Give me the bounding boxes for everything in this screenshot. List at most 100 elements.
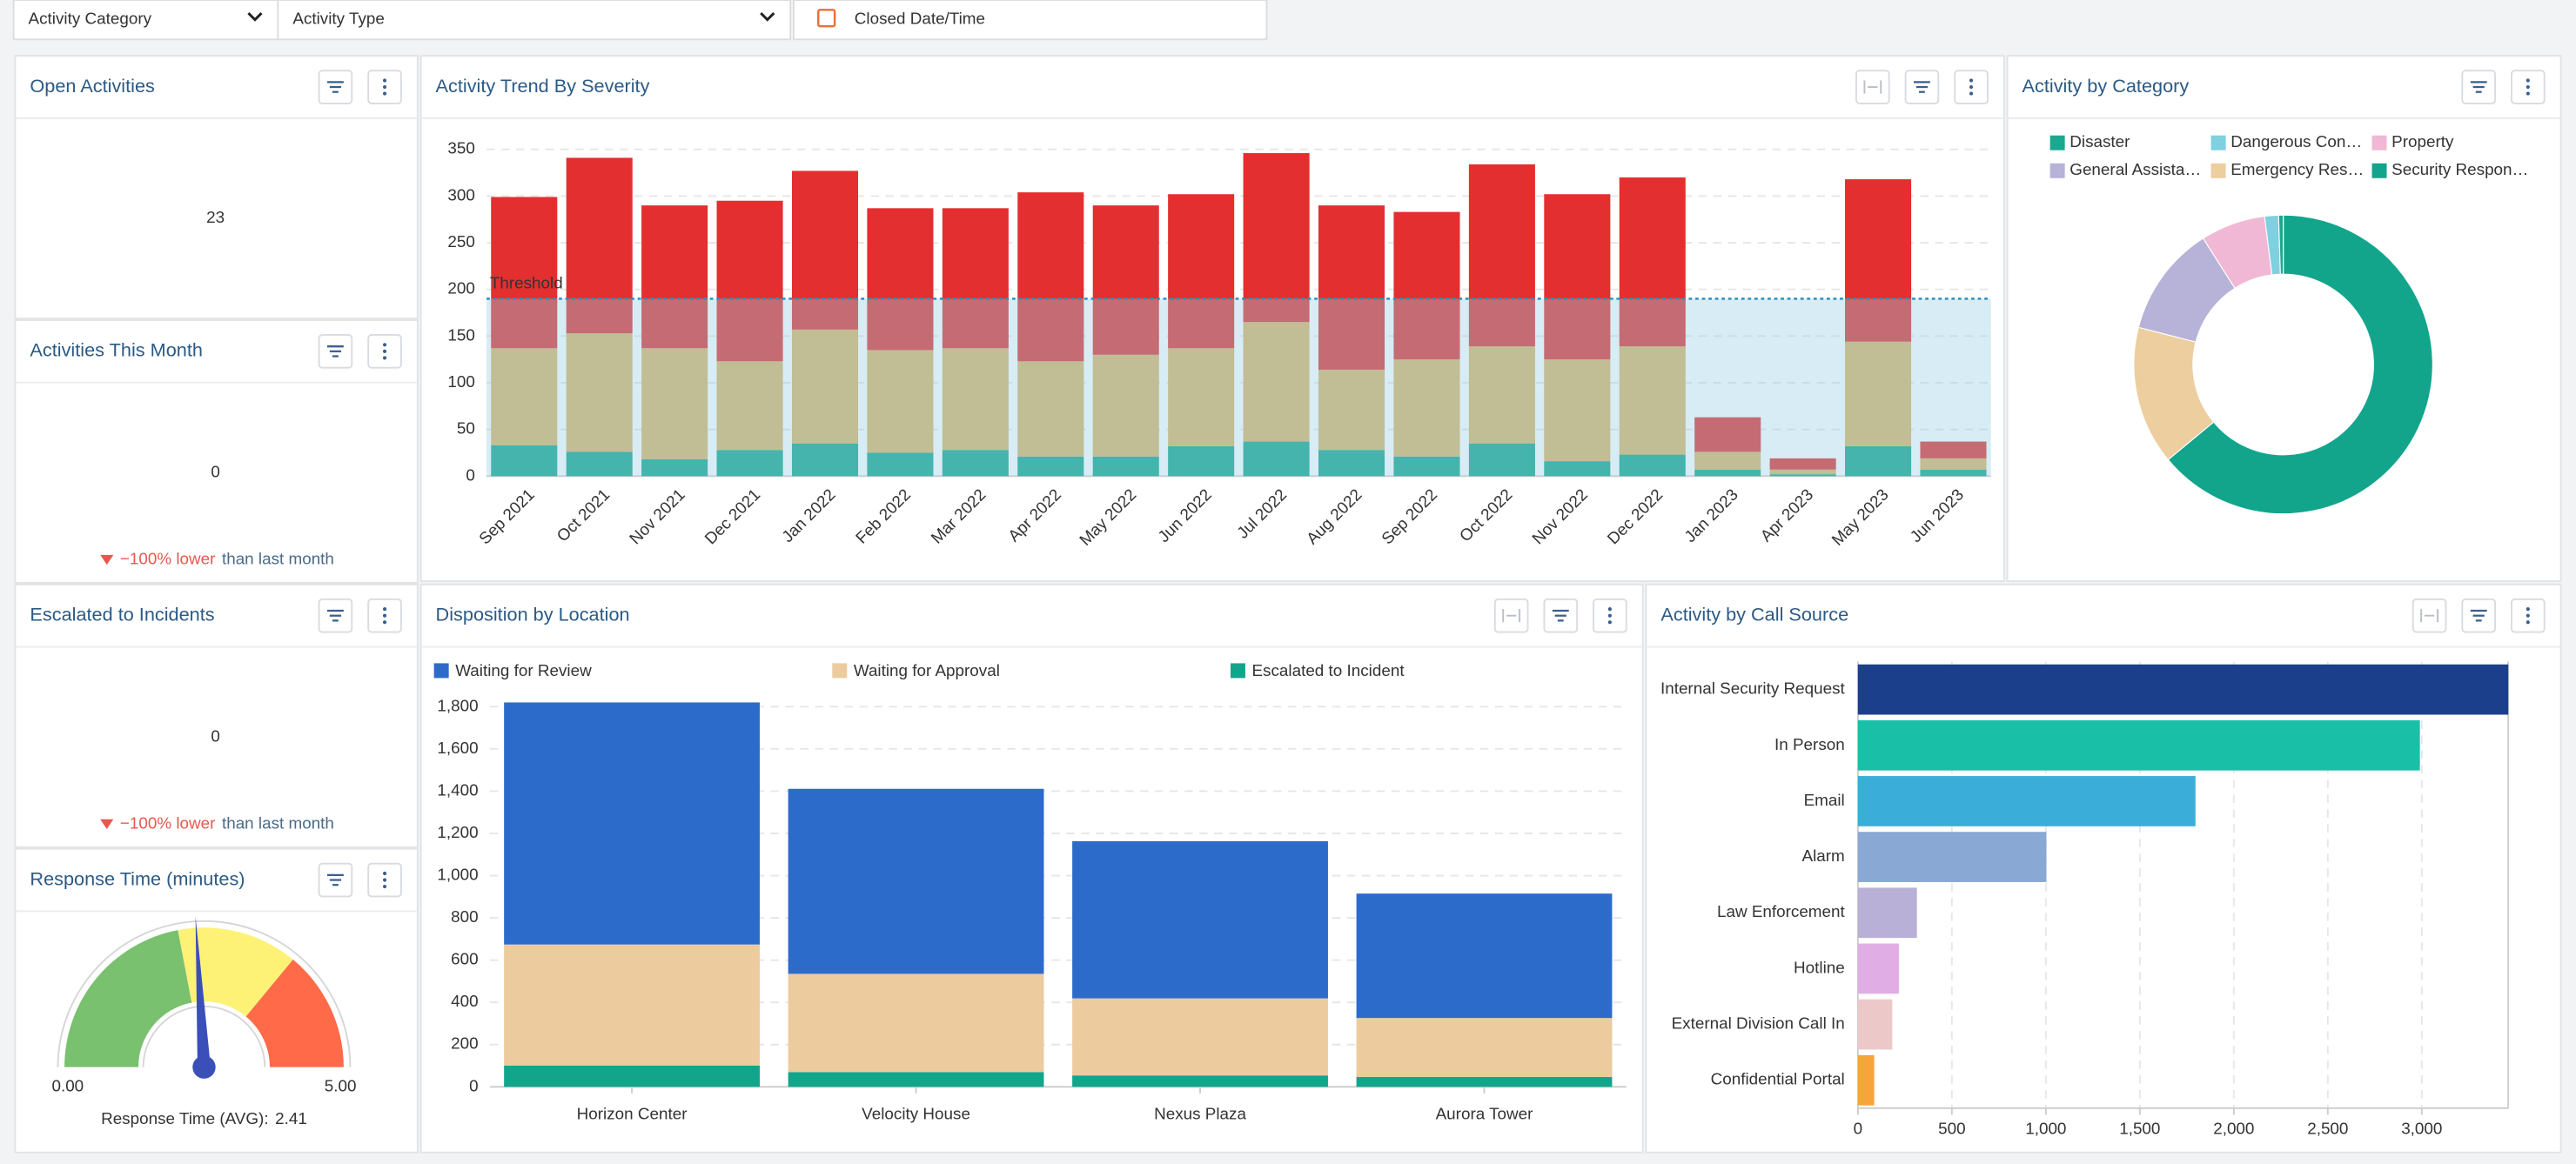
bar-segment (1845, 341, 1912, 446)
menu-button[interactable] (367, 862, 402, 898)
y-tick-label: 100 (447, 372, 474, 391)
legend-label[interactable]: Escalated to Incident (1251, 661, 1405, 679)
menu-button[interactable] (367, 598, 402, 633)
dot (382, 343, 387, 347)
bar (1857, 999, 1893, 1050)
gauge-band (245, 960, 344, 1067)
y-tick-label: In Person (1774, 735, 1845, 753)
filter-button[interactable] (2461, 598, 2497, 633)
legend-label[interactable]: Waiting for Approval (854, 661, 1000, 679)
bar-segment (491, 348, 558, 445)
bar-segment (1072, 1075, 1328, 1087)
bar-segment (867, 208, 934, 351)
bar-segment (1092, 354, 1159, 457)
filter-button[interactable] (1543, 598, 1579, 633)
dot (382, 878, 387, 882)
bar-segment (1694, 452, 1761, 470)
dot (1969, 84, 1974, 90)
menu-button[interactable] (2510, 70, 2546, 104)
x-tick-label: 2,000 (2213, 1119, 2254, 1137)
menu-button[interactable] (1593, 598, 1627, 633)
kpi-comparison: than last month (222, 813, 334, 832)
legend-label[interactable]: Security Respon… (2392, 160, 2528, 178)
bar (1857, 832, 2047, 882)
bar-segment (1769, 474, 1836, 477)
filter-box[interactable] (277, 0, 792, 41)
bar-segment (1318, 205, 1385, 370)
expand-button[interactable] (2412, 598, 2447, 633)
bar-segment (1920, 458, 1987, 470)
filter-button[interactable] (1904, 70, 1940, 104)
bar-segment (1072, 840, 1328, 999)
gauge-tick-label: 5.00 (325, 1076, 357, 1094)
filter-button[interactable] (318, 334, 353, 369)
legend-swatch[interactable] (2210, 163, 2226, 178)
x-tick-label: 1,000 (2025, 1119, 2066, 1137)
y-tick-label: Law Enforcement (1717, 902, 1846, 920)
dropdown-chevron[interactable] (247, 12, 263, 22)
y-tick-label: Email (1804, 791, 1845, 809)
bar-segment (1243, 441, 1310, 477)
x-tick-label: Nexus Plaza (1154, 1104, 1246, 1122)
filter-label: Activity Type (292, 10, 385, 28)
expand-button[interactable] (1855, 70, 1890, 104)
expand-glyph (1502, 609, 1521, 623)
bar-segment (1544, 194, 1611, 360)
legend-label[interactable]: Emergency Res… (2231, 160, 2364, 178)
menu-button[interactable] (367, 70, 402, 104)
bar-segment (1243, 153, 1310, 323)
y-tick-label: Hotline (1794, 958, 1845, 976)
dropdown-chevron[interactable] (760, 12, 775, 22)
menu-button[interactable] (1954, 70, 1989, 104)
bar-segment (867, 452, 934, 477)
legend-swatch[interactable] (2371, 135, 2387, 151)
expand-button[interactable] (1493, 598, 1529, 633)
gauge-band (178, 927, 293, 1017)
x-tick-label: 3,000 (2401, 1119, 2442, 1137)
filter-button[interactable] (318, 70, 353, 104)
legend-label[interactable]: Waiting for Review (455, 661, 592, 679)
bar-segment (1769, 458, 1836, 470)
gauge-caption: Response Time (AVG): 2.41 (101, 1109, 307, 1127)
menu-button[interactable] (367, 334, 402, 369)
down-triangle (100, 819, 114, 830)
panel-title: Activity by Category (2023, 75, 2190, 97)
legend-label[interactable]: Disaster (2070, 132, 2130, 151)
dot (1607, 613, 1612, 618)
bar-segment (504, 944, 760, 1066)
bar-segment (1845, 445, 1912, 477)
bar-segment (1468, 346, 1535, 444)
bar (1857, 776, 2196, 826)
filter-box[interactable] (12, 0, 279, 41)
y-tick-label: 1,200 (437, 823, 478, 841)
bar-segment (491, 445, 558, 477)
legend-swatch[interactable] (2210, 135, 2226, 151)
bar-segment (1468, 164, 1535, 347)
legend-label[interactable]: Dangerous Con… (2231, 132, 2362, 151)
legend-swatch[interactable] (433, 663, 449, 679)
bar-segment (1356, 1076, 1613, 1087)
dot (1607, 607, 1612, 612)
bar-segment (1017, 192, 1084, 362)
filter-button[interactable] (318, 862, 353, 898)
bar (1857, 719, 2420, 771)
legend-swatch[interactable] (832, 663, 848, 679)
legend-label[interactable]: General Assista… (2070, 160, 2201, 178)
x-tick-label: Horizon Center (577, 1104, 688, 1122)
filter-button[interactable] (2461, 70, 2497, 104)
legend-swatch[interactable] (2049, 135, 2065, 151)
menu-button[interactable] (2510, 598, 2546, 633)
legend-swatch[interactable] (1230, 663, 1245, 679)
filter-label: Closed Date/Time (855, 10, 985, 28)
kpi-value: 23 (206, 208, 225, 226)
legend-swatch[interactable] (2371, 163, 2387, 178)
filter-box[interactable] (793, 0, 1268, 41)
filter-button[interactable] (318, 598, 353, 633)
legend-swatch[interactable] (2049, 163, 2065, 178)
legend-label[interactable]: Property (2392, 132, 2454, 151)
y-tick-label: 1,600 (437, 739, 478, 757)
bar-segment (1092, 456, 1159, 477)
bar-segment (791, 329, 859, 444)
dot (1607, 620, 1612, 625)
